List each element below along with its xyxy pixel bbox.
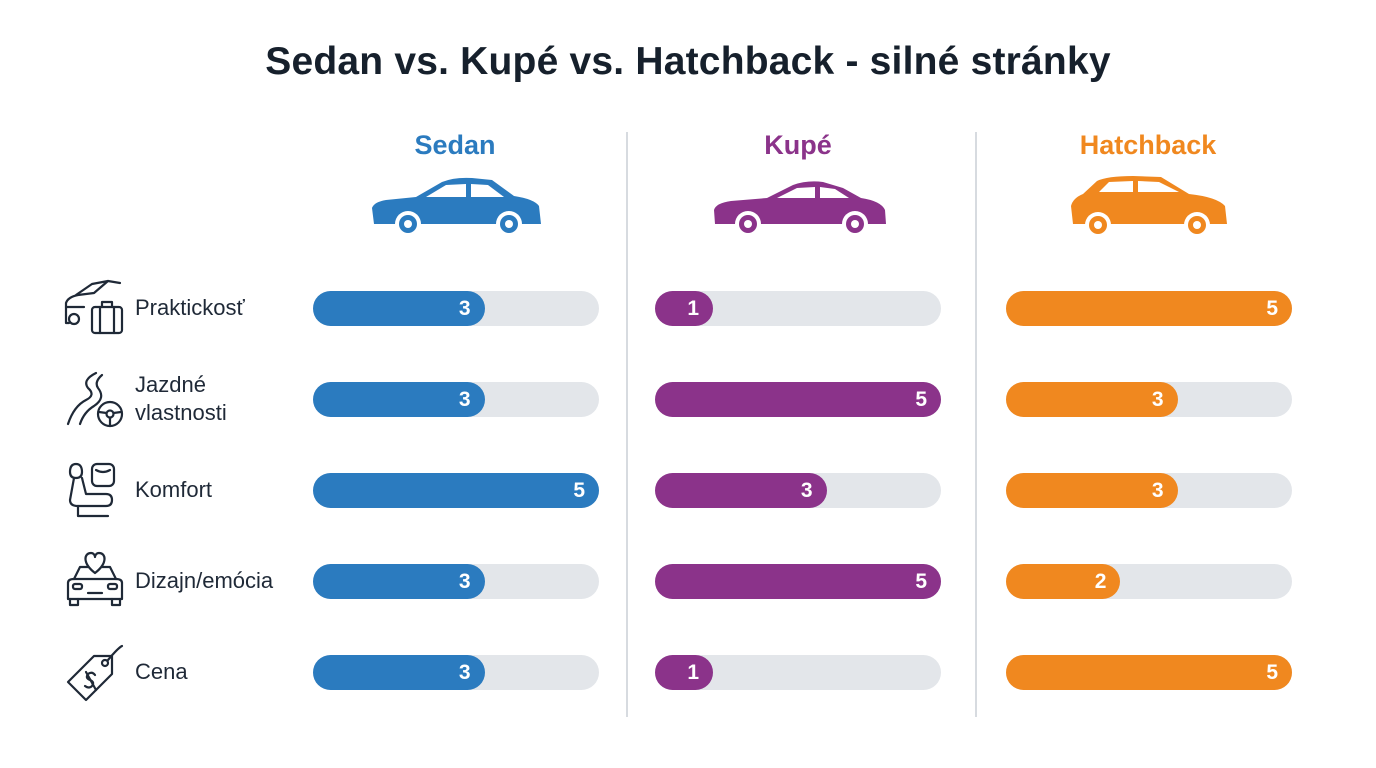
bar-sedan: 3 [313,382,485,417]
bar-track-kupe: 1 [655,291,941,326]
bar-value-label: 5 [915,388,927,411]
bar-value-label: 3 [800,479,813,502]
bar-value-label: 5 [915,570,927,593]
winding-road-steering-icon [66,371,124,428]
sedan-car-icon [372,177,541,237]
kupe-car-icon [714,181,886,237]
series-header-kupe: Kupé [764,130,832,160]
category-label: Praktickosť [135,295,245,320]
bar-track-sedan: 5 [313,473,599,508]
bar-kupe: 1 [655,291,713,326]
series-header-hatchback: Hatchback [1079,130,1217,160]
bar-track-hatchback: 3 [1006,382,1292,417]
bar-value-label: 3 [1151,388,1164,411]
series-header-sedan: Sedan [414,130,496,160]
bar-track-sedan: 3 [313,564,599,599]
bar-value-label: 3 [458,297,471,320]
column-divider [626,132,628,717]
bar-value-label: 5 [1266,661,1278,684]
bar-hatchback: 5 [1006,655,1292,690]
category-label: Cena [135,659,188,684]
bar-value-label: 3 [458,661,471,684]
car-trunk-luggage-icon [64,279,124,335]
bar-track-hatchback: 3 [1006,473,1292,508]
bar-hatchback: 3 [1006,382,1178,417]
bar-hatchback: 2 [1006,564,1121,599]
category-label: Jazdné [135,372,206,397]
bar-value-label: 5 [573,479,585,502]
bar-kupe: 5 [655,564,941,599]
price-tag-icon [66,644,124,702]
bar-hatchback: 3 [1006,473,1178,508]
bar-track-kupe: 1 [655,655,941,690]
bar-sedan: 3 [313,291,485,326]
bar-track-hatchback: 5 [1006,655,1292,690]
bar-track-sedan: 3 [313,382,599,417]
column-divider [975,132,977,717]
car-seat-icon [68,462,116,518]
chart-title: Sedan vs. Kupé vs. Hatchback - silné str… [265,40,1111,83]
bar-track-kupe: 5 [655,564,941,599]
category-label: vlastnosti [135,400,227,425]
bar-track-kupe: 3 [655,473,941,508]
bar-track-hatchback: 5 [1006,291,1292,326]
bar-hatchback: 5 [1006,291,1292,326]
category-label: Komfort [135,477,213,502]
bar-track-sedan: 3 [313,655,599,690]
bar-track-kupe: 5 [655,382,941,417]
bar-value-label: 3 [1151,479,1164,502]
bar-sedan: 3 [313,564,485,599]
hatchback-car-icon [1071,176,1227,238]
bar-kupe: 3 [655,473,827,508]
bar-value-label: 2 [1094,570,1107,593]
bar-value-label: 5 [1266,297,1278,320]
bar-sedan: 5 [313,473,599,508]
bar-sedan: 3 [313,655,485,690]
bar-kupe: 5 [655,382,941,417]
bar-track-sedan: 3 [313,291,599,326]
bar-value-label: 3 [458,570,471,593]
bar-track-hatchback: 2 [1006,564,1292,599]
category-label: Dizajn/emócia [135,568,274,593]
car-heart-icon [66,551,124,607]
bar-value-label: 1 [687,297,699,320]
bar-value-label: 3 [458,388,471,411]
bar-value-label: 1 [687,661,699,684]
bar-kupe: 1 [655,655,713,690]
